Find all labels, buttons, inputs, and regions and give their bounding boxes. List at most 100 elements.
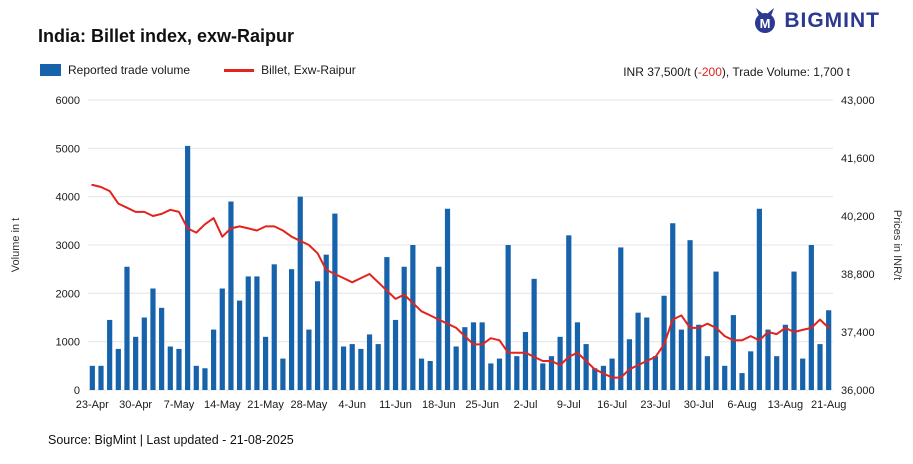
y-right-tick-label: 43,000 [841, 95, 875, 107]
y-right-tick-label: 41,600 [841, 153, 875, 165]
volume-bar [574, 322, 581, 390]
volume-bar [427, 361, 433, 390]
legend-label-volume: Reported trade volume [68, 63, 191, 77]
volume-bar [159, 307, 165, 390]
y-right-tick-label: 37,400 [841, 327, 875, 339]
volume-bar [332, 213, 338, 390]
y-left-tick-label: 6000 [56, 95, 80, 107]
volume-bar [237, 300, 243, 390]
x-tick-label: 23-Jul [640, 399, 670, 411]
volume-bar [141, 317, 147, 390]
volume-bar [644, 317, 650, 390]
volume-bar [626, 339, 633, 390]
y-left-tick-label: 1000 [56, 337, 80, 349]
x-tick-label: 21-Aug [811, 399, 846, 411]
volume-bar [687, 240, 693, 390]
y-left-tick-label: 5000 [56, 143, 80, 155]
y-left-tick-label: 3000 [56, 240, 80, 252]
volume-bar [89, 365, 95, 390]
x-tick-label: 23-Apr [76, 399, 109, 411]
volume-bar [782, 324, 788, 390]
bigmint-logo-icon: M [755, 8, 776, 33]
y-right-tick-label: 38,800 [841, 269, 875, 281]
volume-bar [592, 368, 598, 390]
x-tick-label: 30-Apr [119, 399, 152, 411]
volume-bar [167, 346, 173, 390]
volume-bar [392, 319, 399, 390]
volume-bar [323, 254, 329, 390]
volume-bar [262, 336, 269, 390]
volume-bar [349, 344, 355, 390]
volume-bar [185, 145, 191, 390]
volume-bar [826, 310, 832, 390]
volume-bar [470, 322, 477, 390]
volume-bar [384, 257, 390, 390]
x-tick-label: 13-Aug [768, 399, 803, 411]
volume-bar [280, 358, 286, 390]
volume-bar [800, 358, 806, 390]
volume-bar [271, 264, 277, 390]
y-left-tick-label: 2000 [56, 288, 80, 300]
volume-bar [133, 336, 139, 390]
volume-bar [115, 348, 121, 390]
volume-bar [609, 358, 615, 390]
price-swatch [224, 68, 255, 72]
x-tick-label: 7-May [164, 399, 195, 411]
volume-bar [791, 271, 797, 390]
volume-bar [548, 356, 555, 390]
volume-bar [358, 348, 364, 390]
volume-bar [505, 245, 511, 390]
volume-bar [540, 363, 546, 390]
bigmint-logo-text: BIGMINT [784, 8, 880, 32]
volume-bar [618, 247, 624, 390]
x-tick-label: 21-May [247, 399, 284, 411]
volume-bar [652, 356, 659, 390]
volume-bar [722, 365, 728, 390]
volume-bar [704, 356, 710, 390]
volume-bar [401, 266, 407, 390]
volume-bar [774, 356, 780, 390]
volume-bar [410, 245, 416, 390]
y-right-tick-label: 40,200 [841, 211, 875, 223]
legend-label-price: Billet, Exw-Raipur [261, 63, 356, 77]
volume-bar [817, 344, 823, 390]
y-left-tick-label: 0 [74, 385, 80, 397]
volume-bar [635, 312, 641, 390]
svg-text:M: M [760, 16, 771, 31]
volume-bar [418, 358, 425, 390]
volume-bar [98, 365, 104, 390]
page-title: India: Billet index, exw-Raipur [38, 26, 295, 46]
volume-bar [245, 276, 251, 390]
summary-suffix: ), Trade Volume: 1,700 t [721, 65, 850, 79]
x-tick-label: 18-Jun [422, 399, 456, 411]
x-tick-label: 16-Jul [597, 399, 627, 411]
volume-bar [557, 336, 563, 390]
volume-bar [583, 344, 589, 390]
volume-bar [228, 201, 234, 390]
volume-bar [176, 348, 182, 390]
summary-delta: -200 [697, 65, 722, 79]
volume-bar [124, 266, 130, 390]
volume-bar [496, 358, 503, 390]
volume-bar [375, 344, 381, 390]
volume-bar [211, 329, 217, 390]
volume-bar [808, 245, 814, 390]
y-right-tick-label: 36,000 [841, 385, 875, 397]
volume-bar [306, 329, 312, 390]
x-tick-label: 25-Jun [465, 399, 499, 411]
chart-canvas: 0 1000 2000 3000 4000 5000 6000 36,000 37,400 38,… [56, 95, 875, 411]
volume-bar [314, 281, 321, 390]
volume-bar [765, 329, 771, 390]
volume-bar [748, 351, 754, 390]
volume-bar [739, 373, 745, 390]
volume-bar [514, 356, 520, 390]
volume-bar [219, 288, 225, 390]
volume-bar [678, 329, 684, 390]
x-tick-label: 2-Jul [514, 399, 538, 411]
volume-bar [462, 327, 468, 390]
volume-bar [479, 322, 485, 390]
volume-bar [453, 346, 459, 390]
x-tick-label: 28-May [291, 399, 328, 411]
volume-bar [436, 266, 442, 390]
x-tick-label: 9-Jul [557, 399, 581, 411]
